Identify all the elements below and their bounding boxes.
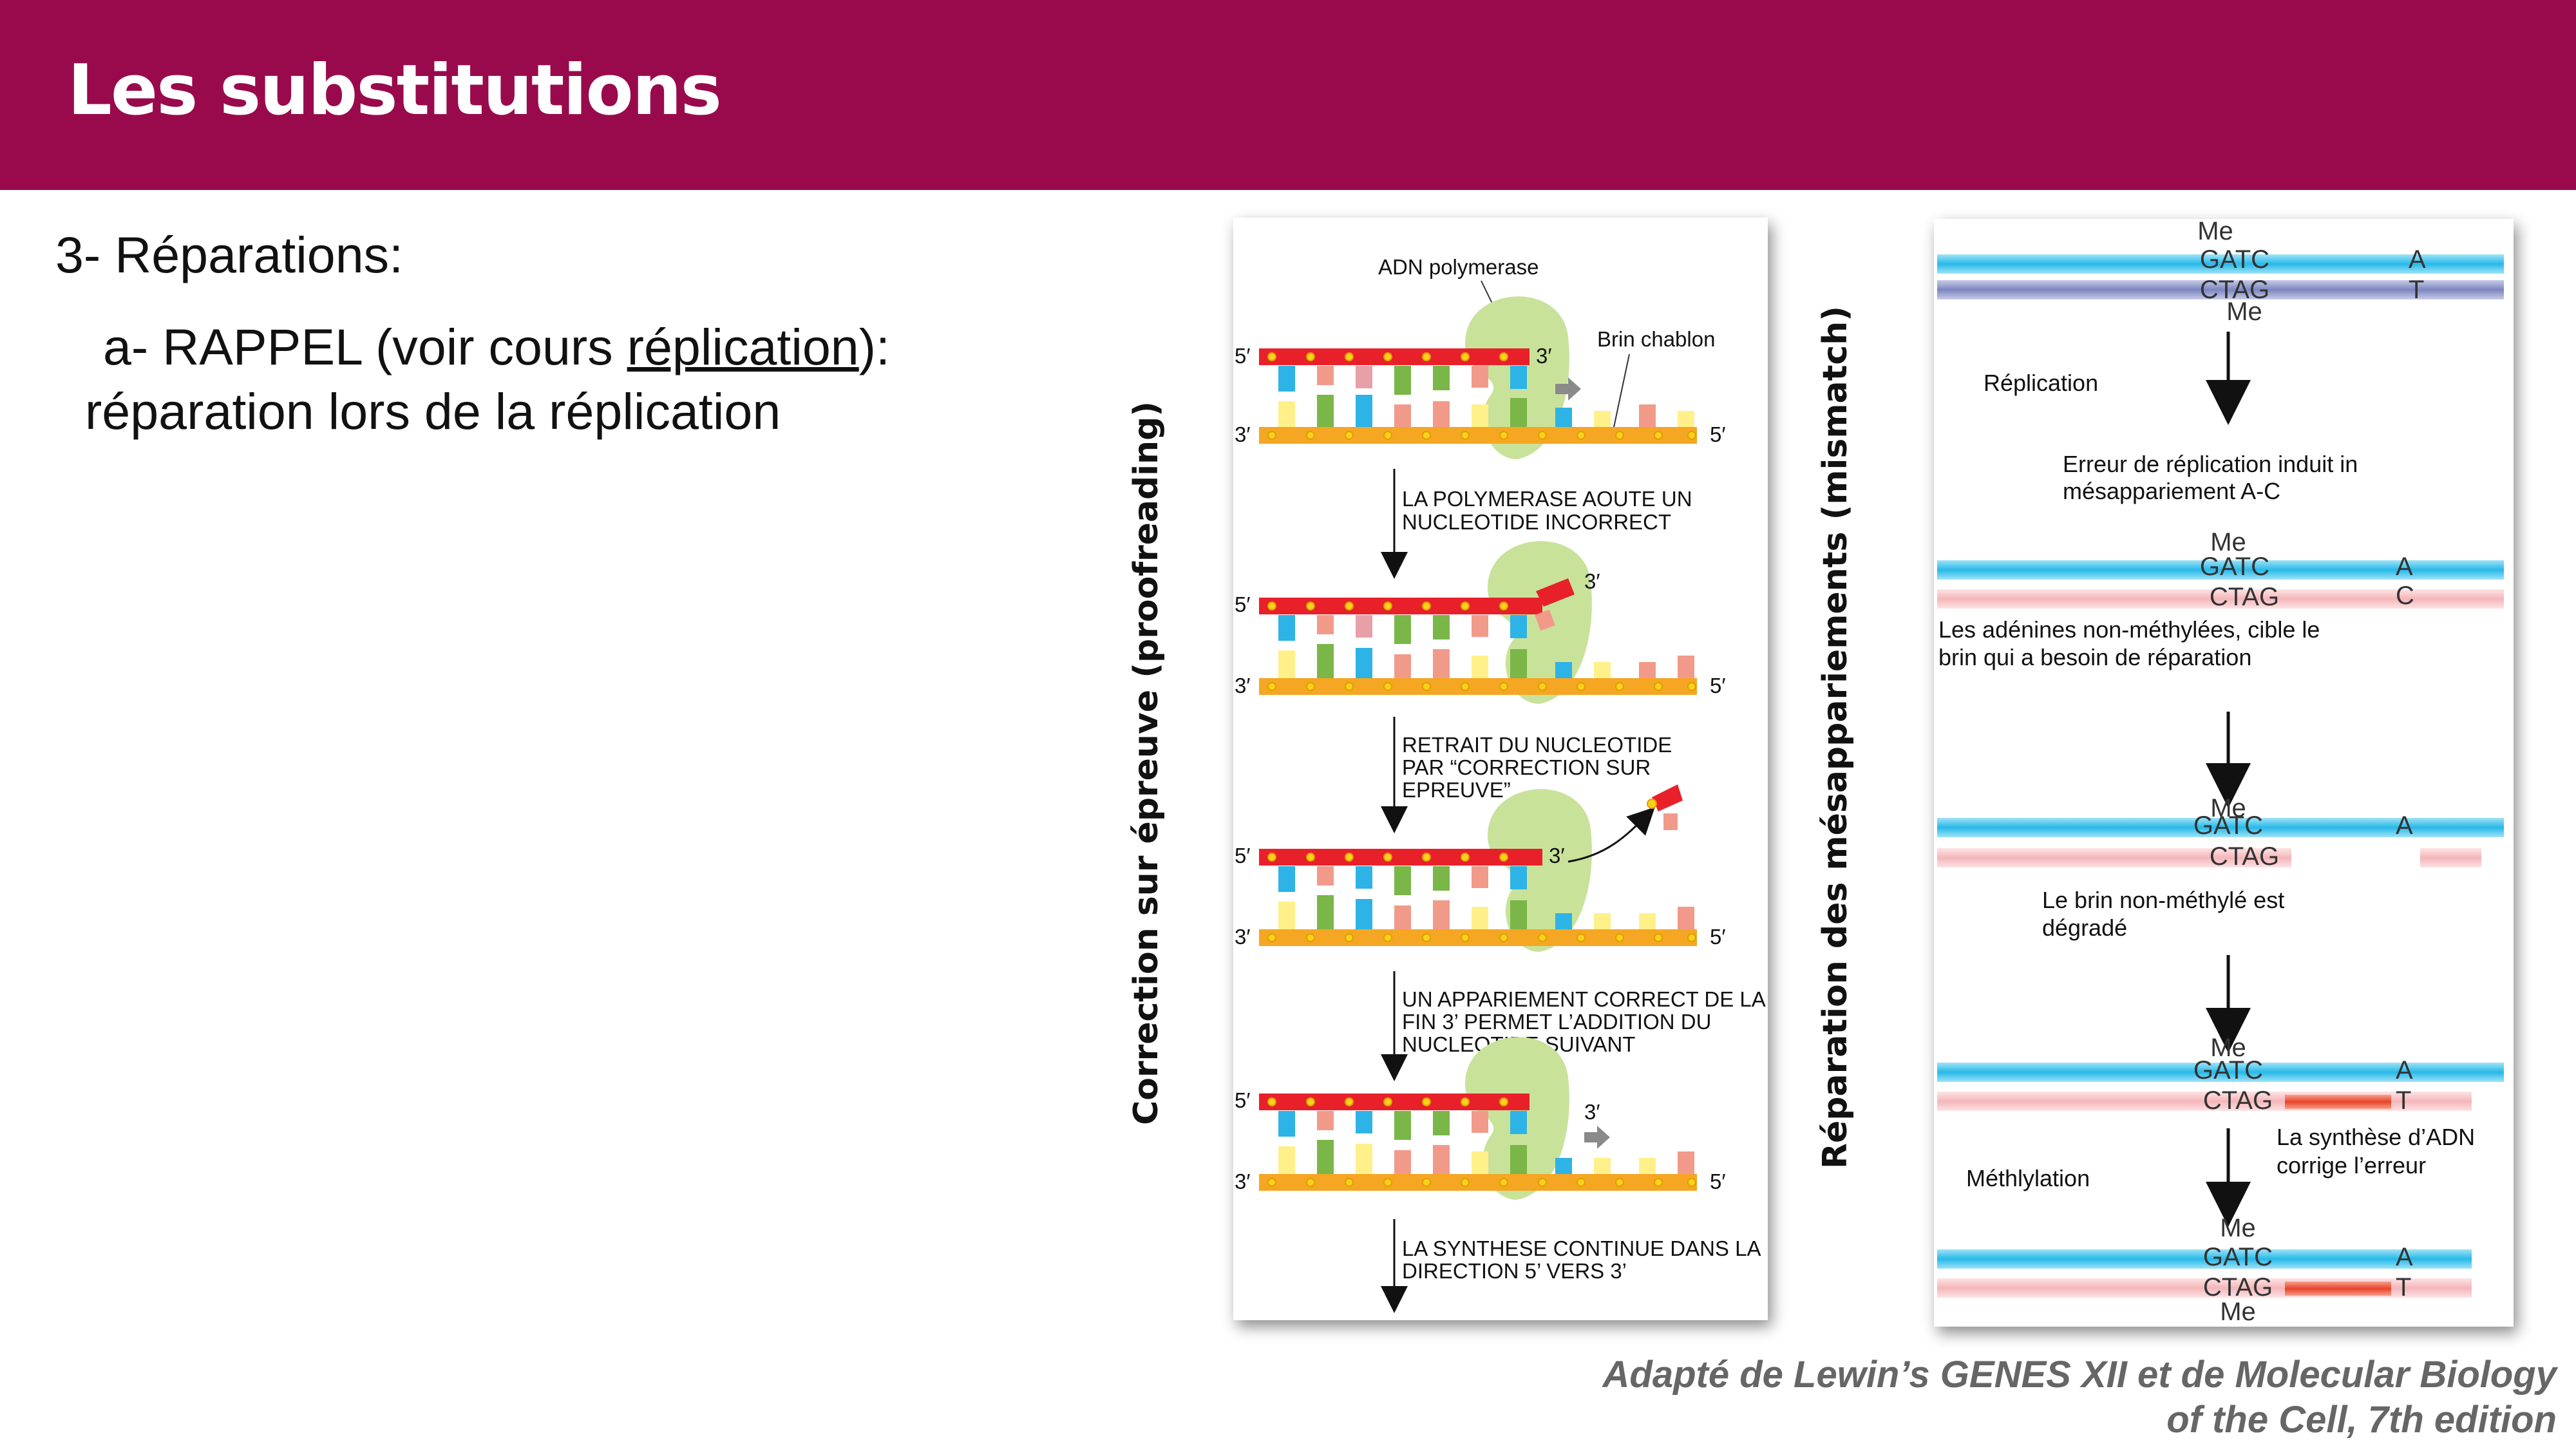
stage-3-duplex: 5′ 3′ 3′ 5′ [1235,784,1726,952]
mm-me-1: Me [2197,219,2233,245]
mm-a-5: A [2396,1243,2413,1271]
step2-line3: EPREUVE” [1402,778,1511,802]
stage-4-duplex: 5′ 3′ 3′ 5′ [1235,1037,1726,1200]
mm-step-degraded-1: Le brin non-méthylé est [2042,887,2284,913]
recall-prefix: a- RAPPEL (voir cours [103,318,627,375]
recall-suffix: ): [858,318,891,375]
caption-line-1: Adapté de Lewin’s GENES XII et de Molecu… [1602,1354,2557,1396]
mm-gatc-3: GATC [2193,811,2263,840]
mm-step-synthesis-1: La synthèse d’ADN [2277,1124,2475,1150]
mm-gatc-4: GATC [2193,1056,2263,1084]
stage2-bottom-3prime: 3′ [1235,674,1251,697]
proofreading-diagram: ADN polymerase Brin chablon [1235,255,1766,1313]
step1-line2: NUCLEOTIDE INCORRECT [1402,510,1671,534]
stage1-5prime: 5′ [1235,344,1251,368]
section-heading: 3- Réparations: [55,226,404,283]
mm-step-error-2: mésappariement A-C [2063,478,2280,504]
mm-me-7: Me [2220,1298,2256,1326]
polymerase-label: ADN polymerase [1378,255,1539,279]
stage1-3prime: 3′ [1536,344,1552,368]
step4-line1: LA SYNTHESE CONTINUE DANS LA [1402,1236,1761,1260]
stage2-5prime: 5′ [1235,592,1251,616]
mismatch-figure: Me GATC A CTAG T Me Réplication Erreur d… [1934,217,2514,1327]
mm-step-degraded-2: dégradé [2042,914,2127,941]
step4-line2: DIRECTION 5’ VERS 3’ [1402,1259,1627,1283]
mm-t-5: T [2396,1273,2411,1302]
replication-link[interactable]: réplication [627,318,859,375]
mm-duplex-mismatch: Me GATC A CTAG C [1937,528,2504,611]
stage-2-duplex: 5′ 3′ 3′ 5′ [1235,541,1726,704]
mm-ctag-1: CTAG [2200,276,2269,304]
mm-ctag-3: CTAG [2210,842,2279,871]
step2-line2: PAR “CORRECTION SUR [1402,755,1651,779]
mm-ctag-5: CTAG [2203,1273,2273,1302]
mm-step-target-1: Les adénines non-méthylées, cible le [1938,616,2320,643]
mm-a-2: A [2396,553,2413,581]
stage4-bottom-5prime: 5′ [1710,1170,1726,1193]
mm-gatc-1: GATC [2200,245,2269,274]
step1-line1: LA POLYMERASE AOUTE UN [1402,487,1692,511]
mm-me-3: Me [2210,528,2246,556]
mm-c-2: C [2396,582,2414,610]
mm-a-4: A [2396,1056,2413,1084]
step3-line2: FIN 3’ PERMET L’ADDITION DU [1402,1010,1711,1034]
mm-me-5: Me [2210,1034,2246,1062]
stage2-bottom-5prime: 5′ [1710,674,1726,697]
mm-step-replication: Réplication [1984,370,2098,396]
stage-1-duplex: 5′ 3′ 3′ 5′ [1235,296,1726,459]
proofreading-figure: ADN polymerase Brin chablon [1233,218,1768,1320]
source-caption: Adapté de Lewin’s GENES XII et de Molecu… [1603,1352,2557,1443]
mm-duplex-degrading: Me GATC A CTAG [1937,794,2504,871]
mm-step-synthesis-2: corrige l’erreur [2277,1152,2426,1179]
recall-subline: réparation lors de la réplication [85,383,781,440]
mm-t-1: T [2409,276,2424,304]
stage3-bottom-3prime: 3′ [1235,925,1251,949]
mm-a-3: A [2396,811,2413,840]
mm-me-6: Me [2220,1214,2256,1242]
mm-me-2: Me [2226,298,2262,326]
stage1-bottom-3prime: 3′ [1235,422,1251,446]
mm-gatc-2: GATC [2200,553,2269,581]
step3-line1: UN APPARIEMENT CORRECT DE LA [1402,987,1766,1011]
stage4-bottom-3prime: 3′ [1235,1170,1251,1193]
caption-line-2: of the Cell, 7th edition [2166,1399,2557,1441]
mismatch-side-label: Réparation des mésappariements (mismatch… [1816,305,1855,1169]
slide-title: Les substitutions [68,50,722,131]
proofreading-side-label: Correction sur épreuve (proofreading) [1127,401,1166,1125]
stage4-3prime: 3′ [1584,1100,1600,1124]
mm-gatc-5: GATC [2203,1243,2273,1271]
mm-a-1: A [2409,245,2426,274]
stage3-3prime: 3′ [1549,844,1565,867]
template-label: Brin chablon [1597,327,1715,351]
stage1-bottom-5prime: 5′ [1710,422,1726,446]
mm-step-error-1: Erreur de réplication induit in [2063,451,2358,477]
stage2-3prime: 3′ [1584,569,1600,593]
mm-ctag-2: CTAG [2210,583,2279,611]
recall-line: a- RAPPEL (voir cours réplication): [103,317,890,377]
mm-ctag-4: CTAG [2203,1086,2273,1115]
stage3-bottom-5prime: 5′ [1710,925,1726,949]
mm-duplex-repair: Me GATC A CTAG T [1937,1034,2504,1115]
mm-duplex-parent: Me GATC A CTAG T Me [1937,217,2504,326]
mm-me-4: Me [2210,794,2246,822]
title-banner: Les substitutions [0,0,2576,190]
stage4-5prime: 5′ [1235,1088,1251,1112]
stage3-5prime: 5′ [1235,844,1251,867]
step2-line1: RETRAIT DU NUCLEOTIDE [1402,733,1672,757]
mm-duplex-methylated: Me GATC A CTAG T Me [1937,1214,2472,1326]
mm-t-4: T [2396,1086,2411,1115]
mismatch-diagram: Me GATC A CTAG T Me Réplication Erreur d… [1937,217,2504,1326]
mm-step-target-2: brin qui a besoin de réparation [1938,644,2251,670]
mm-step-methylation: Méthlylation [1966,1165,2090,1191]
